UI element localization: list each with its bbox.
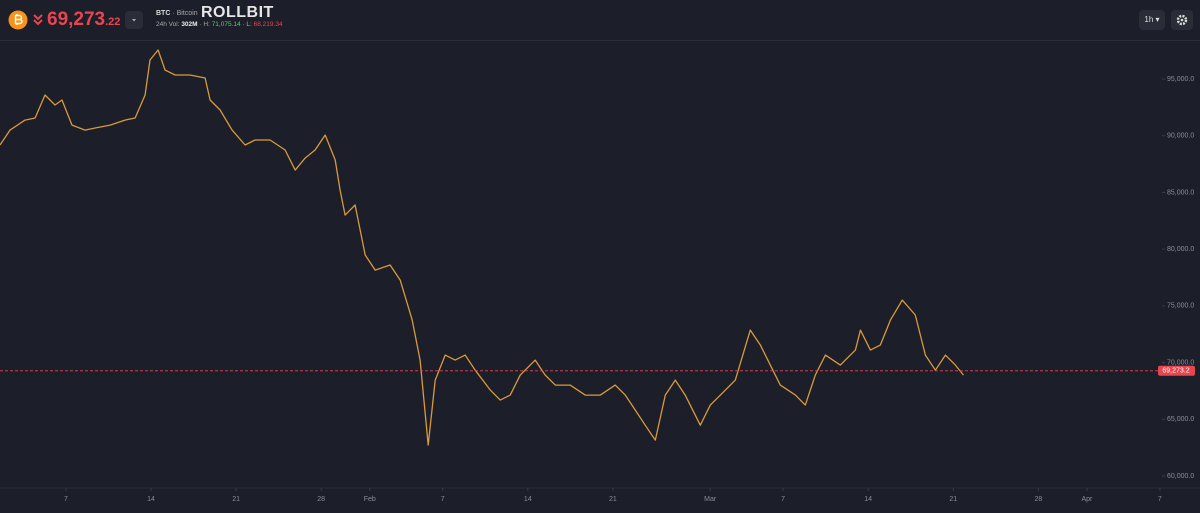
price: 69,273.22: [47, 9, 120, 31]
volume-label: 24h Vol:: [156, 21, 180, 28]
x-tick-label: Apr: [1082, 496, 1094, 503]
y-tick-label: 90,000.0: [1167, 133, 1194, 140]
settings-button[interactable]: [1171, 10, 1193, 30]
y-tick-label: 60,000.0: [1167, 473, 1194, 480]
x-tick-label: 7: [781, 496, 785, 503]
header: 69,273.22 BTC · Bitcoin ROLLBIT 24h Vol:…: [0, 0, 1200, 41]
price-main: 69,273: [47, 9, 106, 30]
x-tick-label: Feb: [364, 496, 376, 503]
caret: [132, 19, 136, 22]
y-tick-label: 85,000.0: [1167, 189, 1194, 196]
interval-button[interactable]: 1h ▾: [1139, 10, 1165, 30]
x-tick-label: 14: [524, 496, 532, 503]
low: 68,219.34: [253, 21, 283, 28]
low-label: · L:: [242, 21, 252, 28]
btc-icon: [8, 10, 28, 30]
y-tick-label: 70,000.0: [1167, 359, 1194, 366]
price-decimals: .22: [105, 16, 121, 28]
symbol-row: BTC · Bitcoin: [156, 10, 198, 17]
high-label: · H:: [199, 21, 210, 28]
price-line: [0, 49, 965, 446]
y-tick-label: 95,000.0: [1167, 76, 1194, 83]
x-tick-label: 21: [949, 496, 957, 503]
x-tick-label: 7: [1158, 496, 1162, 503]
x-tick-label: Mar: [704, 496, 717, 503]
current-price-label: 69,273.2: [1162, 368, 1189, 375]
y-tick-label: 80,000.0: [1167, 246, 1194, 253]
x-tick-label: 14: [864, 496, 872, 503]
stats-row: 24h Vol: 302M · H: 71,075.14 · L: 68,219…: [156, 21, 283, 28]
down-icon: [33, 14, 43, 26]
current-price-box: [1158, 365, 1195, 376]
asset-name: · Bitcoin: [172, 10, 198, 17]
high: 71,075.14: [211, 21, 241, 28]
y-tick-label: 65,000.0: [1167, 416, 1194, 423]
brand: ROLLBIT: [201, 4, 274, 21]
x-tick-label: 21: [609, 496, 617, 503]
gear-icon: [1176, 14, 1188, 26]
interval: 1h: [1144, 15, 1154, 24]
x-tick-label: 28: [317, 496, 325, 503]
x-tick-label: 21: [232, 496, 240, 503]
x-tick-label: 14: [147, 496, 155, 503]
x-tick-label: 7: [64, 496, 68, 503]
symbol-dropdown[interactable]: [125, 11, 143, 29]
x-tick-label: 28: [1034, 496, 1042, 503]
x-tick-label: 7: [441, 496, 445, 503]
volume: 302M: [181, 21, 198, 28]
y-tick-label: 75,000.0: [1167, 303, 1194, 310]
symbol: BTC: [156, 10, 171, 17]
